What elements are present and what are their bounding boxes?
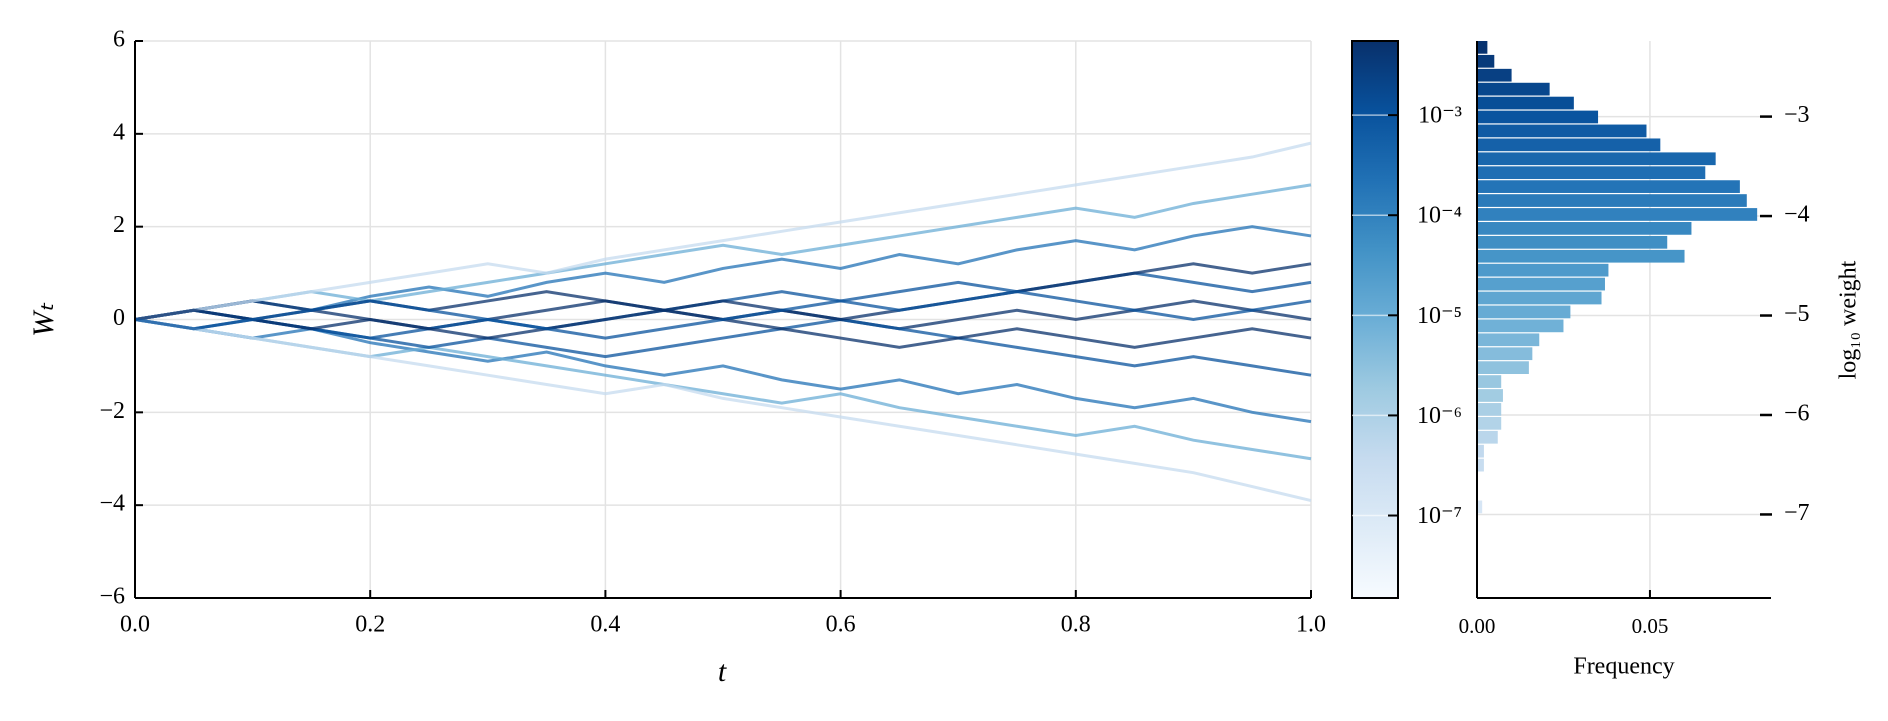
y-tick-label: −4 [1784, 202, 1810, 228]
walk-line [134, 141, 1312, 321]
hist-bar [1477, 124, 1647, 138]
y-tick-label: −7 [1784, 500, 1810, 526]
hist-bar [1477, 180, 1740, 193]
hist-bar [1477, 333, 1540, 347]
x-tick-label: 0.05 [1632, 614, 1669, 638]
colorbar-tick-label: 10⁻⁶ [1417, 403, 1462, 429]
y-tick-label: −3 [1784, 102, 1810, 128]
walk-line [134, 308, 1312, 349]
hist-bar [1477, 389, 1503, 402]
walk-line [134, 225, 1312, 321]
x-tick-label: 0.2 [355, 612, 385, 638]
walk-line [134, 183, 1312, 321]
hist-bar [1477, 166, 1706, 180]
colorbar [1351, 40, 1399, 599]
hist-x-label: Frequency [1573, 654, 1674, 680]
y-tick-label: −6 [99, 584, 125, 610]
y-axis-label: Wₜ [27, 302, 60, 337]
hist-bar [1477, 68, 1512, 82]
hist-bar [1477, 430, 1498, 444]
hist-bar [1477, 444, 1484, 458]
hist-bar [1477, 305, 1571, 319]
hist-bar [1477, 277, 1605, 291]
y-tick-label: 6 [113, 27, 125, 53]
y-tick-label: 2 [113, 212, 125, 238]
hist-bar [1477, 152, 1716, 166]
hist-bar [1477, 110, 1599, 124]
hist-bar [1477, 375, 1502, 388]
hist-bar [1477, 319, 1564, 333]
y-tick-label: 0 [113, 305, 125, 331]
x-axis-label: t [718, 655, 727, 688]
walk-line [134, 290, 1312, 340]
x-tick-label: 0.00 [1459, 614, 1496, 638]
y-tick-label: −6 [1784, 400, 1810, 426]
x-tick-label: 0.6 [826, 612, 856, 638]
y-tick-label: −2 [99, 398, 125, 424]
walk-line [134, 318, 1312, 502]
colorbar-tick-label: 10⁻⁵ [1417, 303, 1462, 329]
hist-bar [1477, 54, 1495, 68]
hist-bar [1477, 291, 1602, 305]
x-tick-label: 1.0 [1296, 612, 1326, 638]
hist-bar [1477, 403, 1502, 416]
colorbar-tick-label: 10⁻⁴ [1417, 203, 1462, 229]
hist-bar [1477, 222, 1692, 235]
hist-bar [1477, 194, 1747, 207]
hist-bar [1477, 96, 1574, 110]
walk-line [134, 308, 1312, 377]
hist-bar [1477, 235, 1668, 249]
hist-bar [1477, 263, 1609, 277]
walk-line [134, 318, 1312, 461]
hist-bar [1477, 361, 1529, 374]
hist-bar [1477, 500, 1483, 514]
hist-bar [1477, 208, 1758, 221]
y-tick-label: −5 [1784, 301, 1810, 327]
hist-bar [1477, 82, 1550, 96]
y-tick-label: 4 [113, 119, 125, 145]
hist-bar [1477, 249, 1685, 263]
walk-line [134, 299, 1312, 331]
x-tick-label: 0.0 [120, 612, 150, 638]
x-tick-label: 0.8 [1061, 612, 1091, 638]
hist-bar [1477, 416, 1502, 430]
hist-bar [1477, 138, 1661, 152]
x-tick-label: 0.4 [590, 612, 620, 638]
hist-bar [1477, 458, 1484, 472]
colorbar-tick-label: 10⁻⁷ [1417, 503, 1462, 529]
y-tick-label: −4 [99, 491, 125, 517]
hist-y-label: log₁₀ weight [1836, 260, 1862, 379]
hist-bar [1477, 347, 1533, 361]
walk-line [134, 318, 1312, 424]
colorbar-tick-label: 10⁻³ [1418, 103, 1462, 129]
hist-bar [1477, 41, 1488, 54]
